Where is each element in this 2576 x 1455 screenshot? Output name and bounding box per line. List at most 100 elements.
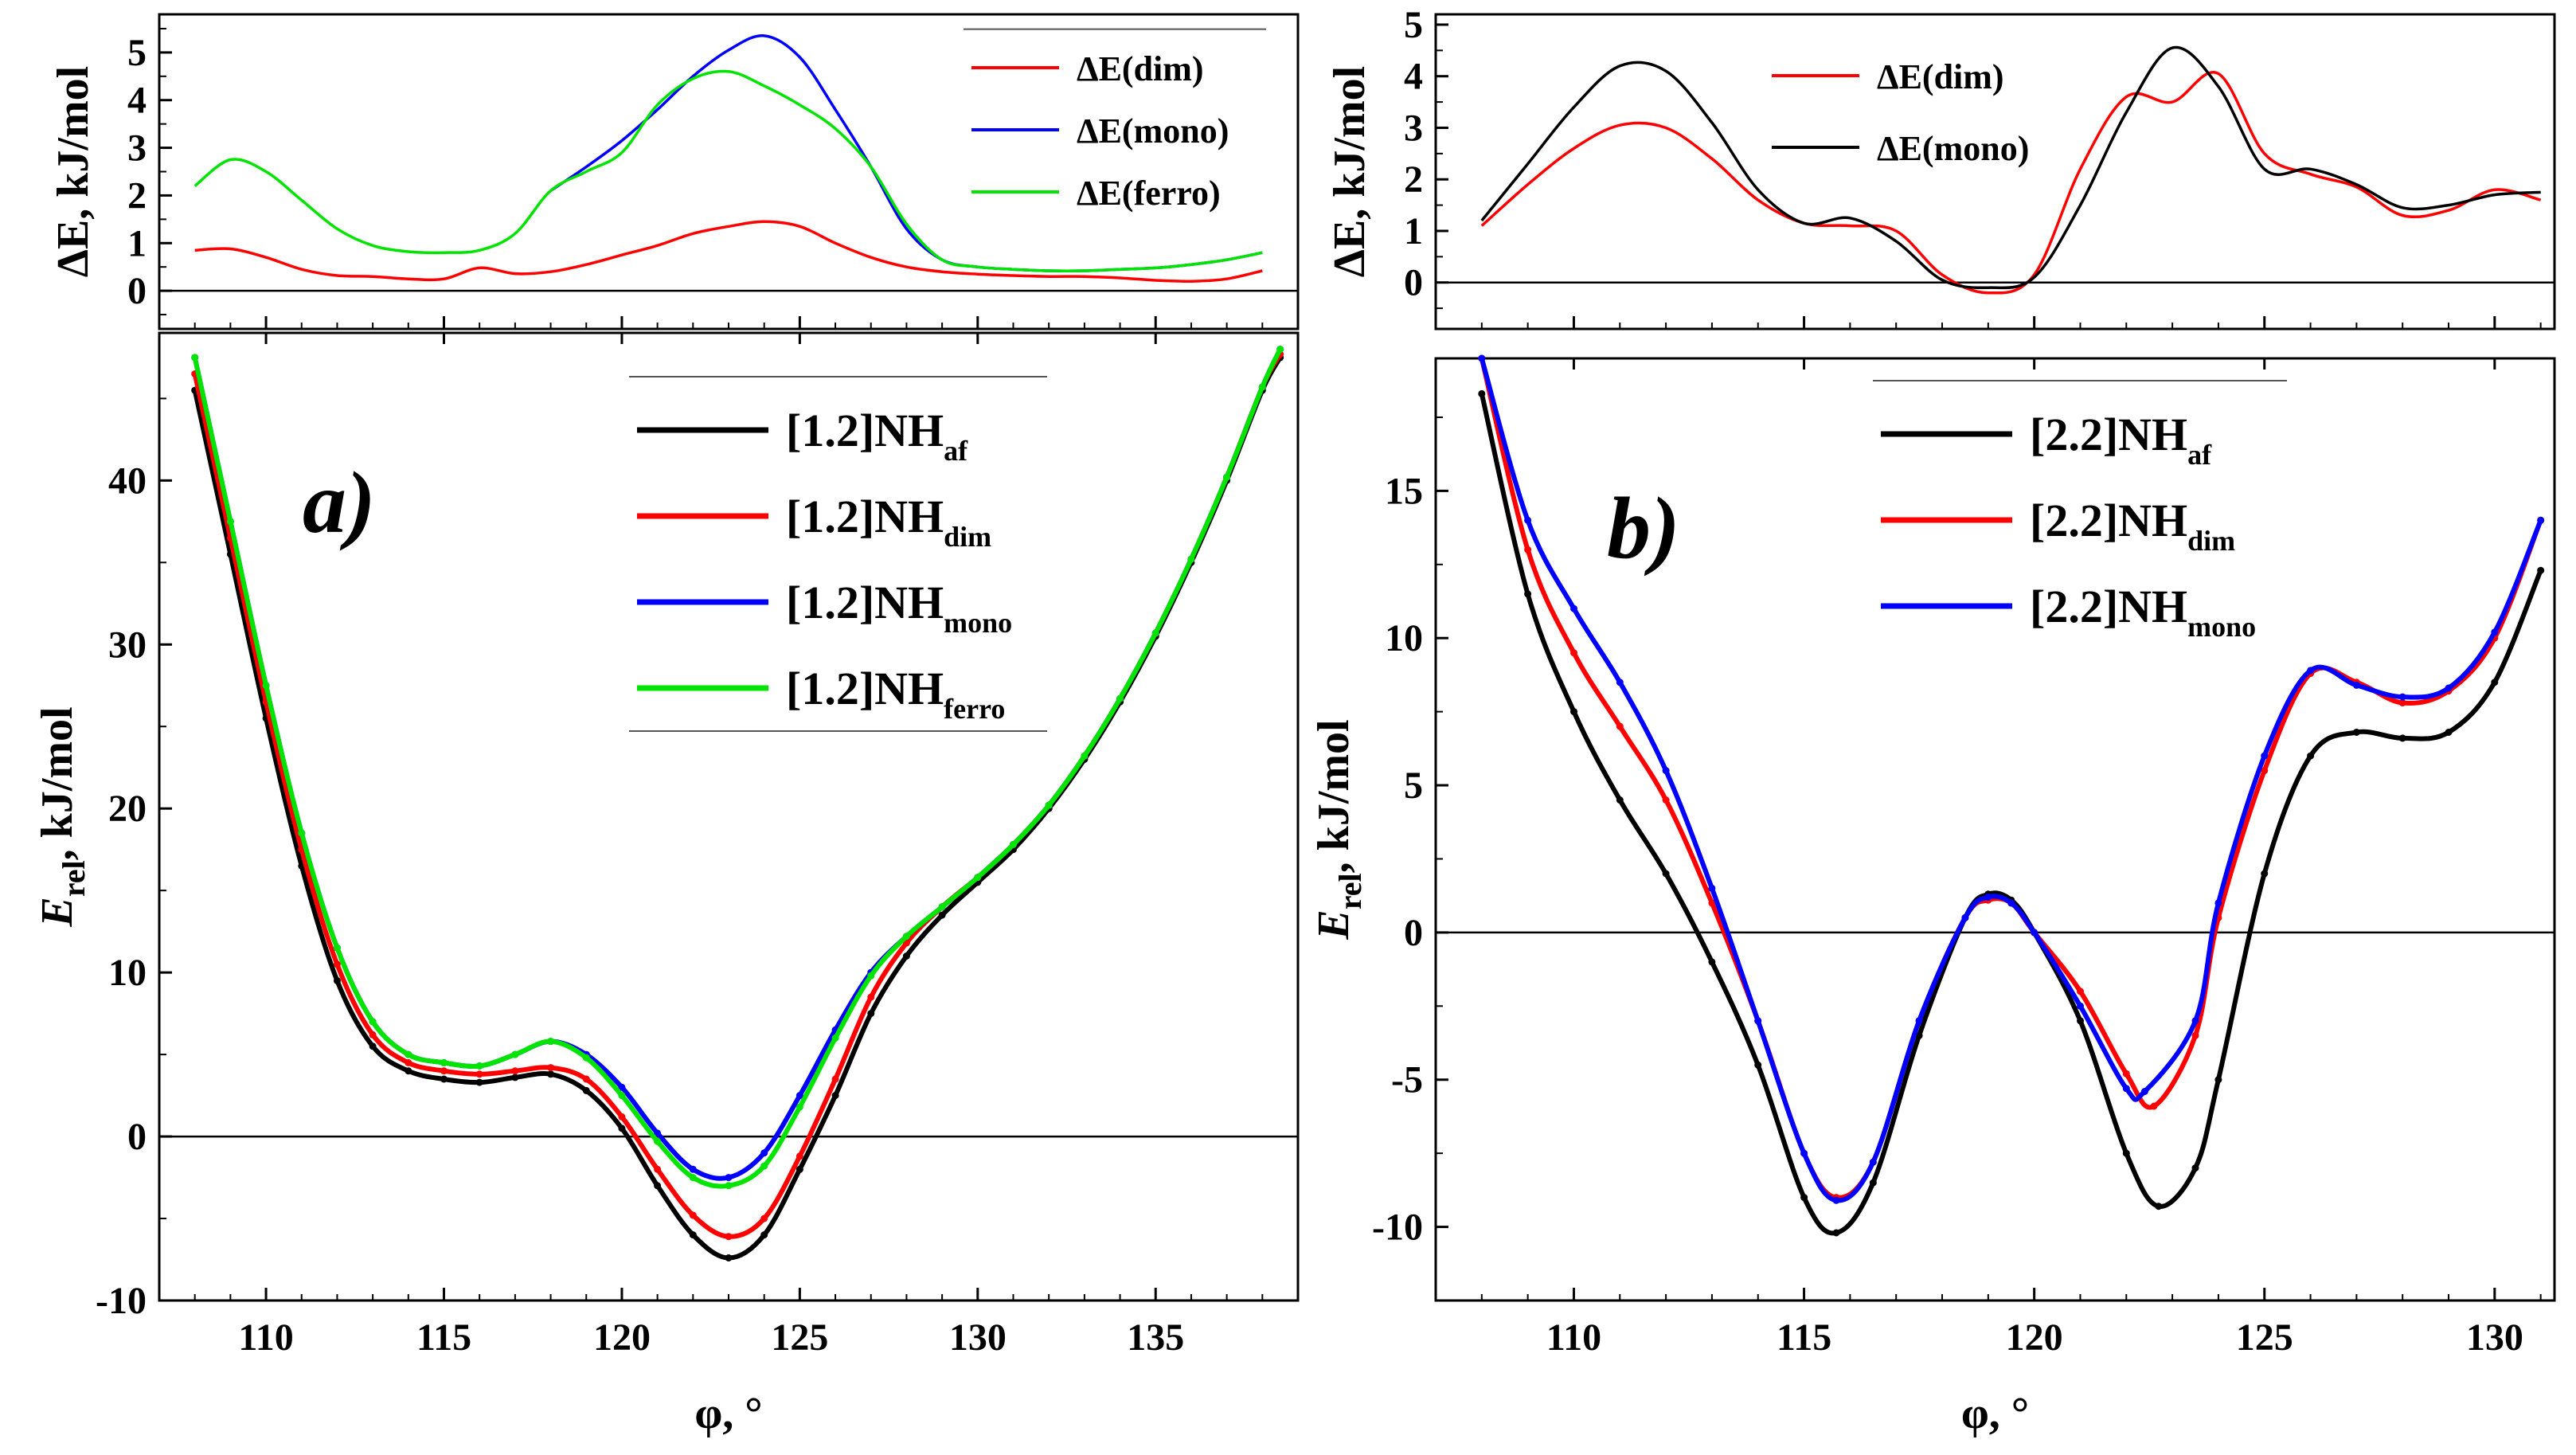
y-tick-label: 0 bbox=[1404, 912, 1423, 954]
data-point bbox=[1570, 708, 1577, 716]
data-point bbox=[938, 911, 946, 919]
data-point bbox=[475, 1078, 483, 1086]
legend-entry-text: ΔE(mono) bbox=[1877, 129, 2029, 168]
data-point bbox=[867, 972, 875, 980]
data-point bbox=[2398, 734, 2406, 742]
data-point bbox=[902, 952, 910, 960]
data-point bbox=[2140, 1088, 2148, 1095]
legend-a_main: [1.2]NHaf[1.2]NHdim[1.2]NHmono[1.2]NHfer… bbox=[629, 376, 1047, 732]
data-point bbox=[2077, 1017, 2084, 1025]
data-point bbox=[547, 1070, 555, 1078]
data-point bbox=[654, 1182, 662, 1190]
y-tick-label: 10 bbox=[108, 952, 147, 994]
series-line-ΔE(dim) bbox=[1480, 71, 2542, 295]
legend-entry: [1.2]NHaf bbox=[786, 405, 968, 467]
data-point bbox=[725, 1182, 733, 1190]
y-tick-label: 10 bbox=[1385, 617, 1423, 659]
data-point bbox=[440, 1067, 448, 1075]
data-point bbox=[2537, 516, 2545, 524]
y-tick-label: 0 bbox=[127, 270, 147, 312]
data-point bbox=[191, 354, 199, 362]
data-point bbox=[795, 1165, 803, 1173]
y-tick-label: 4 bbox=[127, 80, 147, 122]
legend-entry-text: ΔE(dim) bbox=[1877, 57, 2004, 96]
data-point bbox=[1081, 752, 1089, 760]
y-tick-label: -5 bbox=[1391, 1059, 1423, 1101]
data-point bbox=[2122, 1149, 2130, 1157]
data-point bbox=[2155, 1203, 2163, 1211]
legend-b_top: ΔE(dim) ΔE(mono) bbox=[1772, 57, 2029, 168]
data-point bbox=[760, 1162, 768, 1170]
legend-entry-text: ΔE(ferro) bbox=[1077, 174, 1221, 213]
data-point bbox=[1662, 870, 1670, 878]
legend-entry-subscript: dim bbox=[2187, 525, 2235, 557]
data-point bbox=[867, 993, 875, 1001]
data-point bbox=[760, 1231, 768, 1239]
legend-entry-subscript: ferro bbox=[944, 693, 1005, 725]
data-point bbox=[1754, 1061, 1762, 1069]
x-axis-title: φ, ° bbox=[694, 1389, 762, 1438]
data-point bbox=[902, 933, 910, 941]
data-point bbox=[2352, 729, 2360, 736]
data-point bbox=[369, 1042, 377, 1050]
y-axis-title: ΔE, kJ/mol bbox=[1325, 66, 1374, 277]
data-point bbox=[1832, 1196, 1840, 1204]
series-line-ΔE(ferro) bbox=[193, 69, 1263, 272]
data-point bbox=[369, 1018, 377, 1026]
panel-label: b) bbox=[1607, 479, 1680, 577]
data-point bbox=[831, 1092, 839, 1100]
legend-entry-text: [1.2]NH bbox=[786, 577, 944, 628]
x-tick-label: 135 bbox=[1127, 1316, 1184, 1359]
data-point bbox=[725, 1233, 733, 1241]
series-line-ΔE(mono) bbox=[1480, 45, 2541, 290]
legend-entry-subscript: mono bbox=[944, 607, 1012, 639]
data-point bbox=[2261, 767, 2269, 775]
data-point bbox=[654, 1129, 662, 1137]
data-point bbox=[689, 1165, 697, 1173]
legend-entry-text: ΔE(dim) bbox=[1077, 49, 1204, 88]
plot-frame bbox=[1434, 13, 2556, 331]
data-point bbox=[689, 1231, 697, 1239]
data-point bbox=[725, 1174, 733, 1182]
data-point bbox=[1616, 796, 1624, 804]
data-point bbox=[618, 1092, 626, 1100]
data-point bbox=[1662, 796, 1670, 804]
y-tick-label: 2 bbox=[1404, 158, 1423, 201]
x-tick-label: 125 bbox=[771, 1316, 828, 1359]
y-axis-title: Erel, kJ/mol bbox=[1309, 719, 1368, 940]
data-point bbox=[1616, 679, 1624, 686]
y-tick-label: 5 bbox=[1404, 765, 1423, 807]
data-point bbox=[511, 1050, 519, 1058]
data-point bbox=[547, 1064, 555, 1072]
data-point bbox=[1045, 801, 1053, 809]
y-axis-title-subscript: rel bbox=[56, 860, 92, 897]
y-axis-title-subscript: rel bbox=[1332, 873, 1368, 909]
y-tick-label: 30 bbox=[108, 624, 147, 666]
data-point bbox=[2214, 1076, 2222, 1084]
data-point bbox=[795, 1092, 803, 1100]
data-point bbox=[938, 903, 946, 911]
y-axis-title-units: , kJ/mol bbox=[33, 706, 82, 860]
data-point bbox=[831, 1075, 839, 1083]
x-tick-label: 120 bbox=[2006, 1316, 2063, 1359]
y-tick-label: 20 bbox=[108, 788, 147, 830]
data-point bbox=[2352, 681, 2360, 689]
data-point bbox=[1276, 346, 1284, 354]
y-tick-label: 1 bbox=[127, 222, 147, 264]
data-point bbox=[2491, 628, 2499, 636]
y-axis-title-symbol: E bbox=[33, 897, 82, 927]
legend-entry-text: [2.2]NH bbox=[2030, 581, 2187, 632]
data-point bbox=[2537, 566, 2545, 574]
data-point bbox=[2491, 679, 2499, 686]
plot-frame bbox=[1434, 357, 2556, 1302]
data-point bbox=[760, 1149, 768, 1157]
data-point bbox=[1524, 546, 1532, 553]
data-point bbox=[2122, 1070, 2130, 1078]
y-tick-label: -10 bbox=[1372, 1207, 1423, 1249]
data-point bbox=[405, 1050, 412, 1058]
series-line-ΔE(dim) bbox=[194, 220, 1263, 284]
data-point bbox=[974, 874, 982, 882]
y-tick-label: 15 bbox=[1385, 470, 1423, 512]
data-point bbox=[1662, 767, 1670, 775]
data-point bbox=[511, 1074, 519, 1081]
